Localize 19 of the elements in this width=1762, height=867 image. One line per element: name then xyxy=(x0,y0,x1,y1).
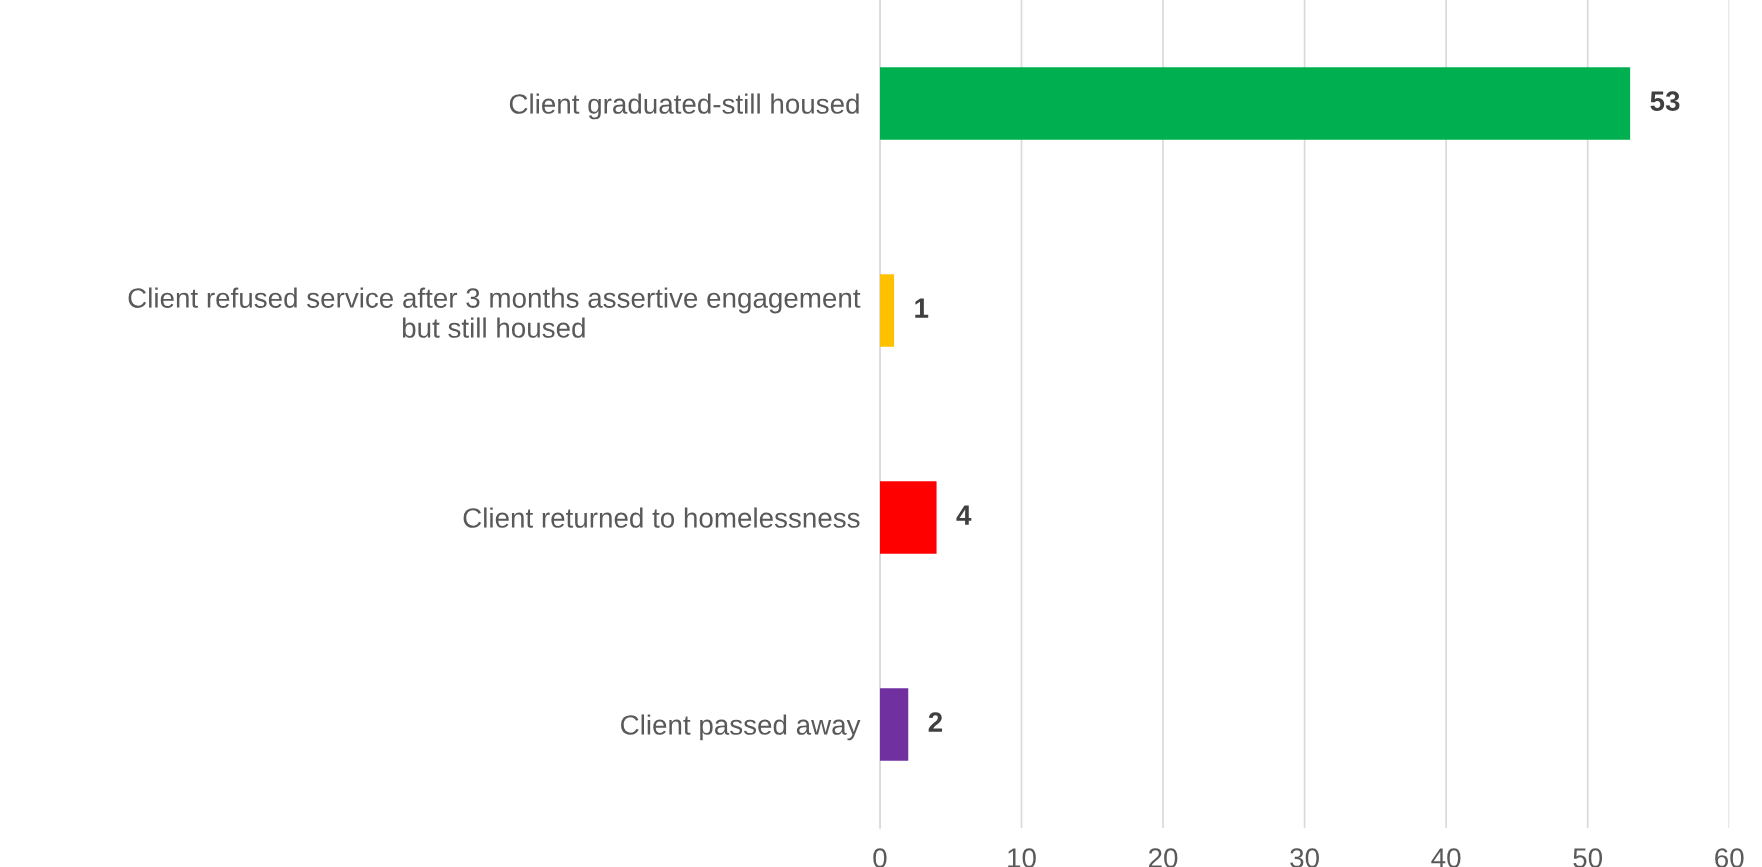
y-tick-label: Client graduated-still housed xyxy=(509,93,859,120)
bar xyxy=(879,274,895,347)
data-label: 53 xyxy=(1650,91,1680,111)
y-tick-label: Client returned to homelessness xyxy=(463,507,860,528)
x-tick-label: 50 xyxy=(1573,848,1603,867)
x-tick-label: 10 xyxy=(1008,848,1036,867)
x-tick-label: 40 xyxy=(1431,848,1461,867)
x-tick-label: 30 xyxy=(1290,848,1319,867)
x-tick-label: 60 xyxy=(1715,848,1744,867)
x-tick-label: 20 xyxy=(1148,848,1178,867)
bar xyxy=(879,688,909,761)
data-label: 4 xyxy=(956,505,972,525)
data-label: 1 xyxy=(915,298,929,318)
data-label: 2 xyxy=(928,712,943,732)
y-tick-label: Client refused service after 3 months assertive engagement but still housed xyxy=(128,287,861,338)
bar xyxy=(879,481,937,554)
y-tick-label: Client passed away xyxy=(621,714,861,741)
x-tick-label: 0 xyxy=(873,848,887,867)
bar xyxy=(879,67,1631,140)
